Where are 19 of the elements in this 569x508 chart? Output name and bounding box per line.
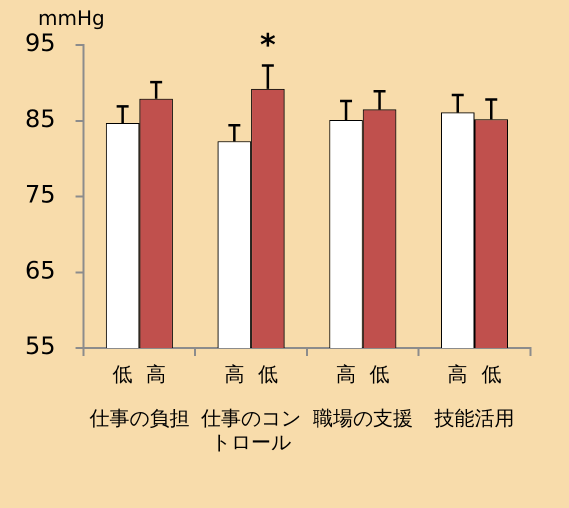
text: 高	[448, 362, 468, 386]
text: 高	[146, 362, 166, 386]
text: 高	[224, 362, 244, 386]
x-tick-label: 仕事の負担	[88, 406, 190, 430]
y-tick-label: 55	[24, 332, 56, 360]
text: 低	[370, 362, 390, 386]
text: 低	[258, 362, 278, 386]
y-tick-label: 65	[24, 256, 56, 284]
text: 高	[336, 362, 356, 386]
x-tick-label: 仕事のコントロール	[200, 406, 302, 454]
y-tick-label: 95	[24, 29, 56, 58]
text: 低	[481, 362, 502, 386]
y-tick-label: 85	[24, 104, 56, 133]
x-tick-label: 技能活用	[434, 406, 514, 430]
text: 低	[112, 362, 133, 386]
y-axis-title: mmHg	[38, 6, 105, 30]
x-tick-label: 職場の支援	[312, 406, 413, 430]
annotation: *	[260, 28, 276, 64]
y-tick-label: 75	[24, 180, 56, 209]
